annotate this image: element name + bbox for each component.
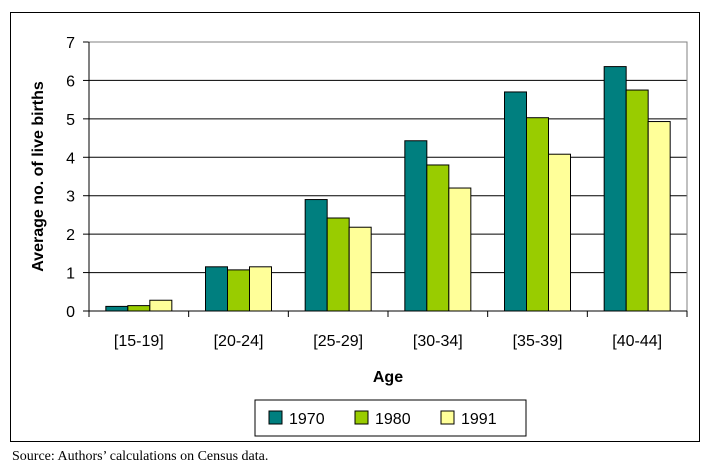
y-tick-label: 6 [66, 73, 75, 90]
axes [88, 41, 688, 317]
bar-1991-5 [647, 121, 671, 312]
x-tick-label: [35-39] [513, 333, 563, 350]
bar-1991-2 [348, 226, 372, 312]
bar-1970-3 [404, 140, 428, 312]
bar-1970-5 [603, 66, 627, 312]
bar-1980-0 [127, 305, 151, 312]
x-tick-labels: [15-19] [20-24] [25-29] [30-34] [35-39] [40-4… [114, 333, 662, 350]
legend-label-1970: 1970 [289, 411, 325, 428]
bar-1991-1 [249, 266, 272, 312]
y-tick-labels: 0 1 2 3 4 5 6 7 [66, 35, 75, 321]
x-tick-label: [30-34] [413, 333, 463, 350]
y-tick-label: 3 [66, 189, 75, 206]
bar-1980-5 [625, 89, 649, 312]
y-tick-label: 4 [66, 150, 75, 167]
x-tick-label: [25-29] [313, 333, 363, 350]
bars [105, 66, 671, 312]
legend-items: 1970 1980 1991 [268, 410, 497, 428]
bar-1970-2 [304, 199, 328, 312]
bar-1980-3 [426, 164, 450, 312]
legend-label-1991: 1991 [461, 411, 497, 428]
bar-1991-0 [149, 299, 173, 312]
legend-box [254, 399, 527, 437]
legend-swatch-1980 [354, 410, 369, 425]
y-tick-label: 1 [66, 266, 75, 283]
y-tick-label: 0 [66, 304, 75, 321]
legend: 1970 1980 1991 [254, 399, 527, 437]
plot-area-border [88, 41, 688, 312]
bar-1970-1 [205, 266, 228, 312]
legend-label-1980: 1980 [375, 411, 411, 428]
bar-1991-4 [548, 153, 571, 312]
bar-1980-1 [227, 269, 250, 312]
bar-1970-4 [504, 91, 527, 312]
bar-1991-3 [448, 187, 472, 312]
bar-1970-0 [105, 305, 129, 312]
gridlines [83, 41, 687, 312]
legend-swatch-1991 [440, 410, 455, 425]
bar-1980-4 [526, 117, 549, 312]
bar-1980-2 [326, 217, 350, 312]
y-tick-label: 5 [66, 112, 75, 129]
y-tick-label: 2 [66, 227, 75, 244]
y-axis-title: Average no. of live births [30, 81, 47, 272]
source-note: Source: Authors’ calculations on Census … [12, 449, 269, 464]
y-tick-label: 7 [66, 35, 75, 52]
x-tick-label: [15-19] [114, 333, 164, 350]
bar-chart: 0 1 2 3 4 5 6 7 [15-19] [20-24] [25-29] [30-34] [35… [30, 35, 688, 437]
x-tick-label: [40-44] [612, 333, 662, 350]
chart-frame: 0 1 2 3 4 5 6 7 [15-19] [20-24] [25-29] [30-34] [35… [10, 12, 700, 442]
legend-swatch-1970 [268, 410, 283, 425]
x-axis-title: Age [373, 369, 403, 386]
x-tick-label: [20-24] [214, 333, 264, 350]
